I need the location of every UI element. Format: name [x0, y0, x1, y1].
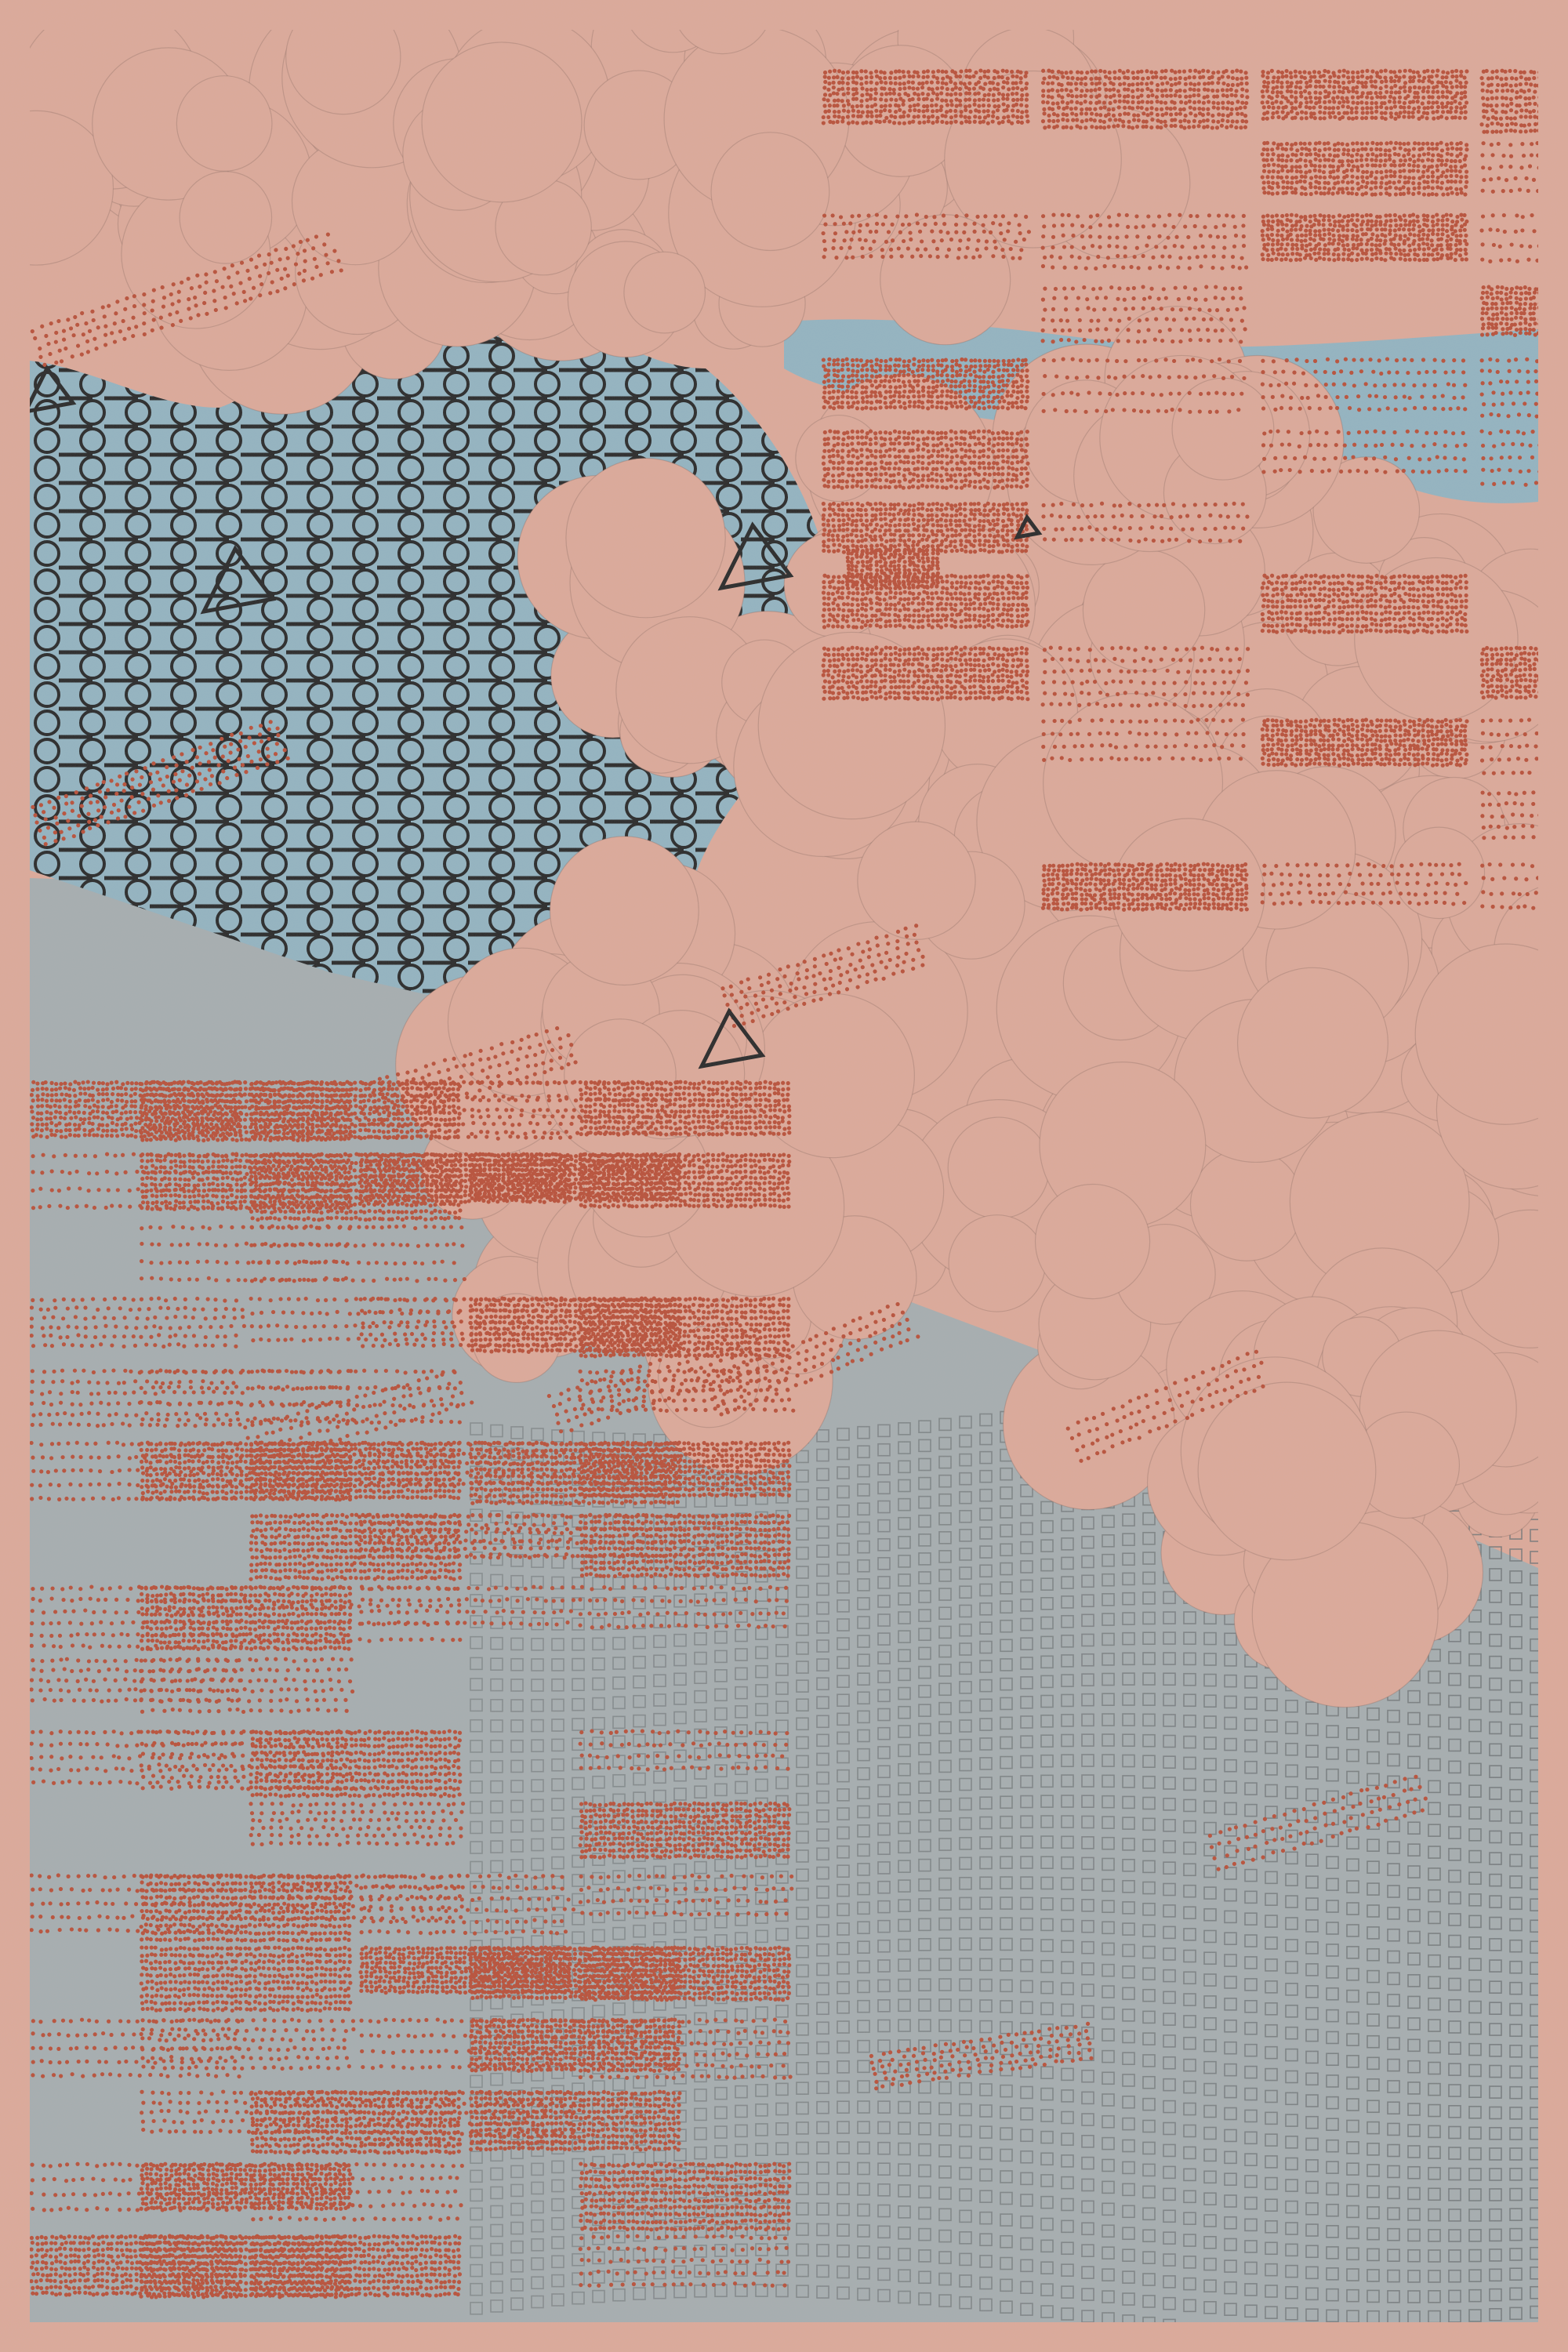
generative-artwork: [0, 0, 1568, 2352]
